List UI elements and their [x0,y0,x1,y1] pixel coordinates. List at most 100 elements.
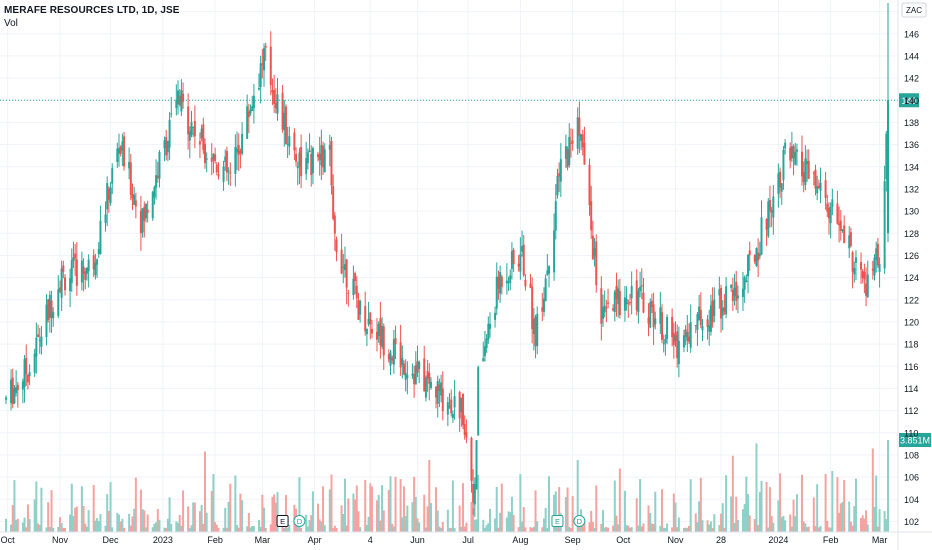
candle-body [755,248,758,267]
volume-bar [259,526,262,532]
candle-body [694,325,697,327]
candle-body [647,317,650,324]
x-tick-label: Aug [512,535,528,545]
candle-body [399,342,402,368]
volume-bar [510,496,513,532]
y-tick-label: 102 [904,517,919,527]
candle-body [23,359,26,387]
chart-header: MERAFE RESOURCES LTD, 1D, JSE Vol [4,4,180,30]
volume-bar [814,525,817,532]
candle-body [600,288,603,324]
volume-bar [827,527,830,532]
volume-bar [342,514,345,532]
candle-body [723,307,726,312]
candle-body [556,175,559,196]
candle-body [377,323,380,337]
candle-body [202,124,205,150]
candle-body [40,336,43,347]
volume-bar [812,497,815,532]
candle-body [413,373,416,385]
x-tick-label: Mar [872,535,888,545]
volume-bar [753,519,756,532]
candle-body [328,145,331,150]
y-tick-label: 126 [904,251,919,261]
candle-body [259,63,262,88]
candle-body [473,484,476,505]
volume-bar [569,527,572,532]
candle-body [394,338,397,345]
candle-body [512,249,515,265]
volume-bar [210,490,213,532]
chart-title: MERAFE RESOURCES LTD, 1D, JSE [4,5,180,16]
candle-body [273,89,276,104]
volume-bar [116,512,119,532]
volume-bar [406,505,409,532]
x-tick-label: Nov [52,535,69,545]
volume-bar [367,516,370,532]
candle-body [698,306,701,320]
candle-body [623,297,626,311]
candle-body [507,281,510,283]
volume-bar [99,514,102,532]
candle-body [25,357,28,375]
volume-bar [143,510,146,532]
volume-bar [639,479,642,532]
volume-bar [558,487,561,532]
candle-body [794,151,797,165]
candle-body [731,289,734,302]
volume-bar [28,519,31,532]
candle-body [392,339,395,365]
candle-body [323,149,326,173]
volume-bar [450,527,453,532]
volume-bar [369,483,372,532]
candle-body [640,285,643,287]
candle-body [637,291,640,312]
volume-bar [404,516,407,532]
candle-body [300,147,303,177]
volume-bar [509,512,512,532]
volume-bar [688,525,691,532]
candle-body [166,141,169,153]
candle-body [80,260,83,283]
volume-bar [453,527,456,532]
candle-body [37,334,40,337]
volume-bar [227,501,230,532]
y-tick-label: 114 [904,384,918,394]
volume-badge-text: 3.851M [900,436,930,446]
volume-bar [708,524,711,532]
candle-body [462,393,465,426]
volume-bar [802,521,805,532]
candle-body [713,299,716,317]
volume-bar [741,509,744,532]
candle-body [406,375,409,378]
candle-body [477,367,480,436]
volume-bar [824,474,827,532]
candle-body [534,317,537,347]
volume-bar [214,522,217,532]
volume-bar [359,527,362,532]
volume-bar [365,524,368,532]
volume-bar [35,481,38,532]
candle-body [426,371,429,379]
volume-bar [661,489,664,532]
volume-bar [446,509,449,532]
volume-bar [333,525,336,532]
candle-body [827,208,830,219]
volume-bar [871,448,874,532]
candle-body [743,277,746,290]
candle-body [257,88,260,90]
candle-body [438,384,441,391]
volume-bar [642,523,645,532]
volume-bar [58,517,61,532]
candle-body [544,278,547,302]
volume-bar [52,527,55,532]
candle-body [104,214,107,223]
candle-body [354,273,357,282]
candle-body [804,158,807,185]
volume-bar [178,514,181,532]
volume-bar [156,509,159,532]
volume-bar [57,526,60,532]
volume-bar [521,521,524,532]
volume-bar [725,475,728,532]
